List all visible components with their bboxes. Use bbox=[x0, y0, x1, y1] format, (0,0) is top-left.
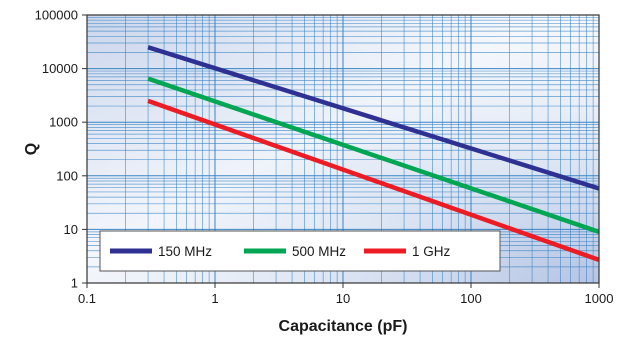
y-tick-label: 1 bbox=[71, 276, 78, 291]
y-tick-label: 100000 bbox=[35, 8, 78, 23]
x-tick-label: 100 bbox=[460, 291, 482, 306]
legend-label: 150 MHz bbox=[158, 244, 212, 259]
y-tick-label: 100 bbox=[56, 168, 78, 183]
series-line-150-mhz bbox=[147, 45, 600, 191]
x-tick-label: 1000 bbox=[585, 291, 614, 306]
y-tick-label: 10 bbox=[64, 222, 78, 237]
legend-label: 1 GHz bbox=[412, 244, 451, 259]
legend-label: 500 MHz bbox=[292, 244, 346, 259]
legend-box bbox=[99, 230, 501, 272]
x-tick-label: 10 bbox=[336, 291, 350, 306]
x-axis-title: Capacitance (pF) bbox=[279, 318, 408, 335]
y-axis-title: Q bbox=[23, 143, 40, 155]
legend: 150 MHz 500 MHz 1 GHz bbox=[99, 230, 501, 272]
x-tick-label: 0.1 bbox=[78, 291, 96, 306]
y-tick-label: 1000 bbox=[49, 115, 78, 130]
series-line-500-mhz bbox=[147, 76, 600, 234]
x-tick-label: 1 bbox=[211, 291, 218, 306]
y-tick-label: 10000 bbox=[42, 61, 78, 76]
series-line-1-ghz bbox=[147, 98, 600, 263]
